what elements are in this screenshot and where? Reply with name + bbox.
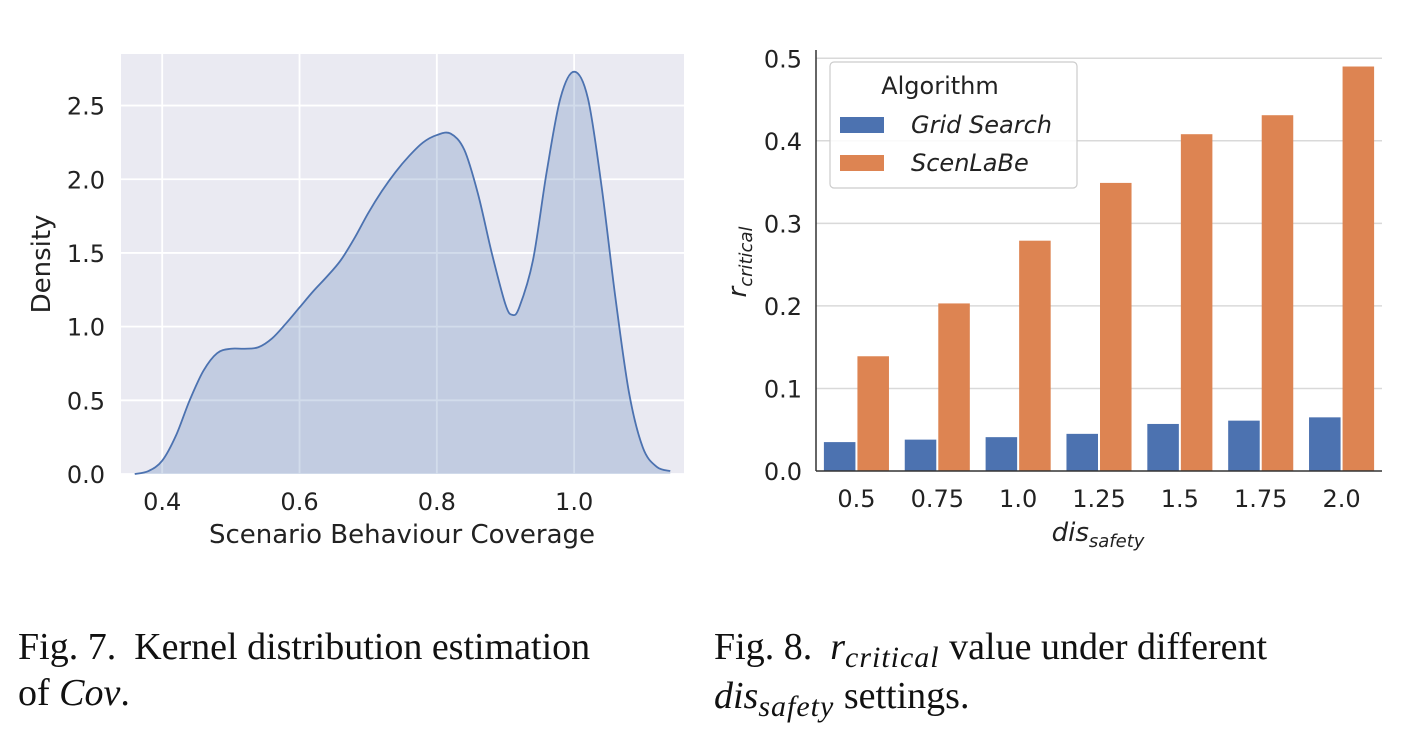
kde-chart: 0.4 0.6 0.8 1.0 0.0 0.5 1.0 1.5 2.0 2.5 Scenario… [27, 54, 684, 550]
legend-title: Algorithm [881, 72, 999, 100]
kde-x-tick-labels: 0.4 0.6 0.8 1.0 [143, 488, 593, 516]
kde-y-axis-label: Density [27, 215, 57, 314]
bar-y-tick-labels: 0.0 0.1 0.2 0.3 0.4 0.5 [764, 45, 802, 486]
bar-x-axis-label-sub: safety [1089, 531, 1145, 552]
kde-y-tick-label: 2.5 [67, 93, 105, 121]
bar-scenlabe-2.0 [1342, 66, 1375, 472]
legend-label-grid-search: Grid Search [911, 111, 1052, 139]
bar-y-tick-label: 0.4 [764, 128, 802, 156]
figure-7-math: Cov [59, 672, 121, 714]
bar-scenlabe-1.0 [1019, 240, 1051, 471]
bar-y-tick-label: 0.1 [764, 375, 802, 403]
kde-x-tick-label: 0.8 [418, 488, 456, 516]
bar-y-tick-label: 0.3 [764, 210, 802, 238]
bar-y-axis-label-main: r [723, 285, 753, 298]
figure-7-text: Kernel distribution estimation [134, 626, 591, 668]
kde-y-tick-label: 0.5 [67, 387, 105, 415]
bar-grid-search-0.75 [904, 439, 937, 471]
bar-grid-search-2.0 [1309, 417, 1341, 471]
kde-density-area [134, 71, 671, 475]
bar-x-tick-labels: 0.5 0.75 1.0 1.25 1.5 1.75 2.0 [837, 485, 1360, 513]
bar-grid-search-1.5 [1147, 423, 1179, 471]
figure-8-caption: Fig. 8. rcritical value under different d… [714, 624, 1268, 723]
legend-label-scenlabe: ScenLaBe [911, 149, 1029, 177]
bar-y-axis-label: rcritical [723, 227, 757, 298]
figure-7-end: . [120, 672, 130, 714]
bar-grid-search-1.0 [985, 437, 1018, 471]
bar-chart: 0.5 0.75 1.0 1.25 1.5 1.75 2.0 0.0 0.1 0.2 0.3 0.4… [723, 45, 1382, 552]
figure-8-line2-text: settings. [843, 675, 970, 717]
bar-x-tick-label: 2.0 [1322, 485, 1360, 513]
bar-x-tick-label: 0.75 [911, 485, 964, 513]
bar-x-axis-label: dissafety [1052, 518, 1145, 552]
legend-swatch-grid-search [840, 117, 884, 133]
kde-y-tick-label: 1.0 [67, 314, 105, 342]
kde-y-tick-label: 2.0 [67, 166, 105, 194]
figure-7-caption: Fig. 7. Kernel distribution estimation of… [18, 624, 590, 716]
bar-x-tick-label: 1.5 [1161, 485, 1199, 513]
kde-x-tick-label: 0.4 [143, 488, 181, 516]
figure-8-math: r [830, 626, 845, 668]
figure-7-label: Fig. 7. [18, 626, 117, 668]
bar-y-tick-label: 0.5 [764, 45, 802, 73]
bar-y-tick-label: 0.2 [764, 293, 802, 321]
bar-scenlabe-0.75 [938, 303, 970, 471]
kde-x-tick-label: 1.0 [555, 488, 593, 516]
legend-swatch-scenlabe [840, 155, 884, 171]
kde-density-line [134, 70, 671, 475]
kde-x-tick-label: 0.6 [280, 488, 318, 516]
figure-8-line2-math: dis [714, 675, 759, 717]
bar-x-tick-label: 0.5 [837, 485, 875, 513]
bar-legend: Algorithm Grid Search ScenLaBe [829, 61, 1078, 189]
bar-scenlabe-1.5 [1180, 134, 1213, 471]
figure-8-line2-sub: safety [758, 690, 835, 723]
legend-frame [829, 61, 1078, 189]
figure-8-text: value under different [949, 626, 1268, 668]
bar-x-axis-label-main: dis [1052, 518, 1089, 548]
figure-8-label: Fig. 8. [714, 626, 813, 668]
figure-7-line2: of [18, 672, 50, 714]
bar-grid-search-1.75 [1228, 420, 1260, 471]
figure-8-math-sub: critical [845, 641, 940, 674]
bar-x-tick-label: 1.75 [1234, 485, 1287, 513]
bar-marks [823, 66, 1375, 472]
kde-y-tick-label: 1.5 [67, 240, 105, 268]
bar-scenlabe-1.25 [1100, 182, 1132, 471]
kde-y-tick-labels: 0.0 0.5 1.0 1.5 2.0 2.5 [67, 93, 105, 489]
kde-x-axis-label: Scenario Behaviour Coverage [209, 520, 595, 550]
bar-grid-search-1.25 [1066, 433, 1098, 471]
bar-grid-search-0.5 [823, 442, 856, 471]
kde-plot-background [121, 54, 684, 474]
bar-y-axis-label-sub: critical [736, 227, 757, 287]
bar-scenlabe-0.5 [857, 356, 889, 471]
bar-y-tick-label: 0.0 [764, 458, 802, 486]
bar-x-tick-label: 1.0 [999, 485, 1037, 513]
bar-scenlabe-1.75 [1261, 115, 1294, 472]
bar-x-tick-label: 1.25 [1072, 485, 1125, 513]
kde-y-tick-label: 0.0 [67, 461, 105, 489]
